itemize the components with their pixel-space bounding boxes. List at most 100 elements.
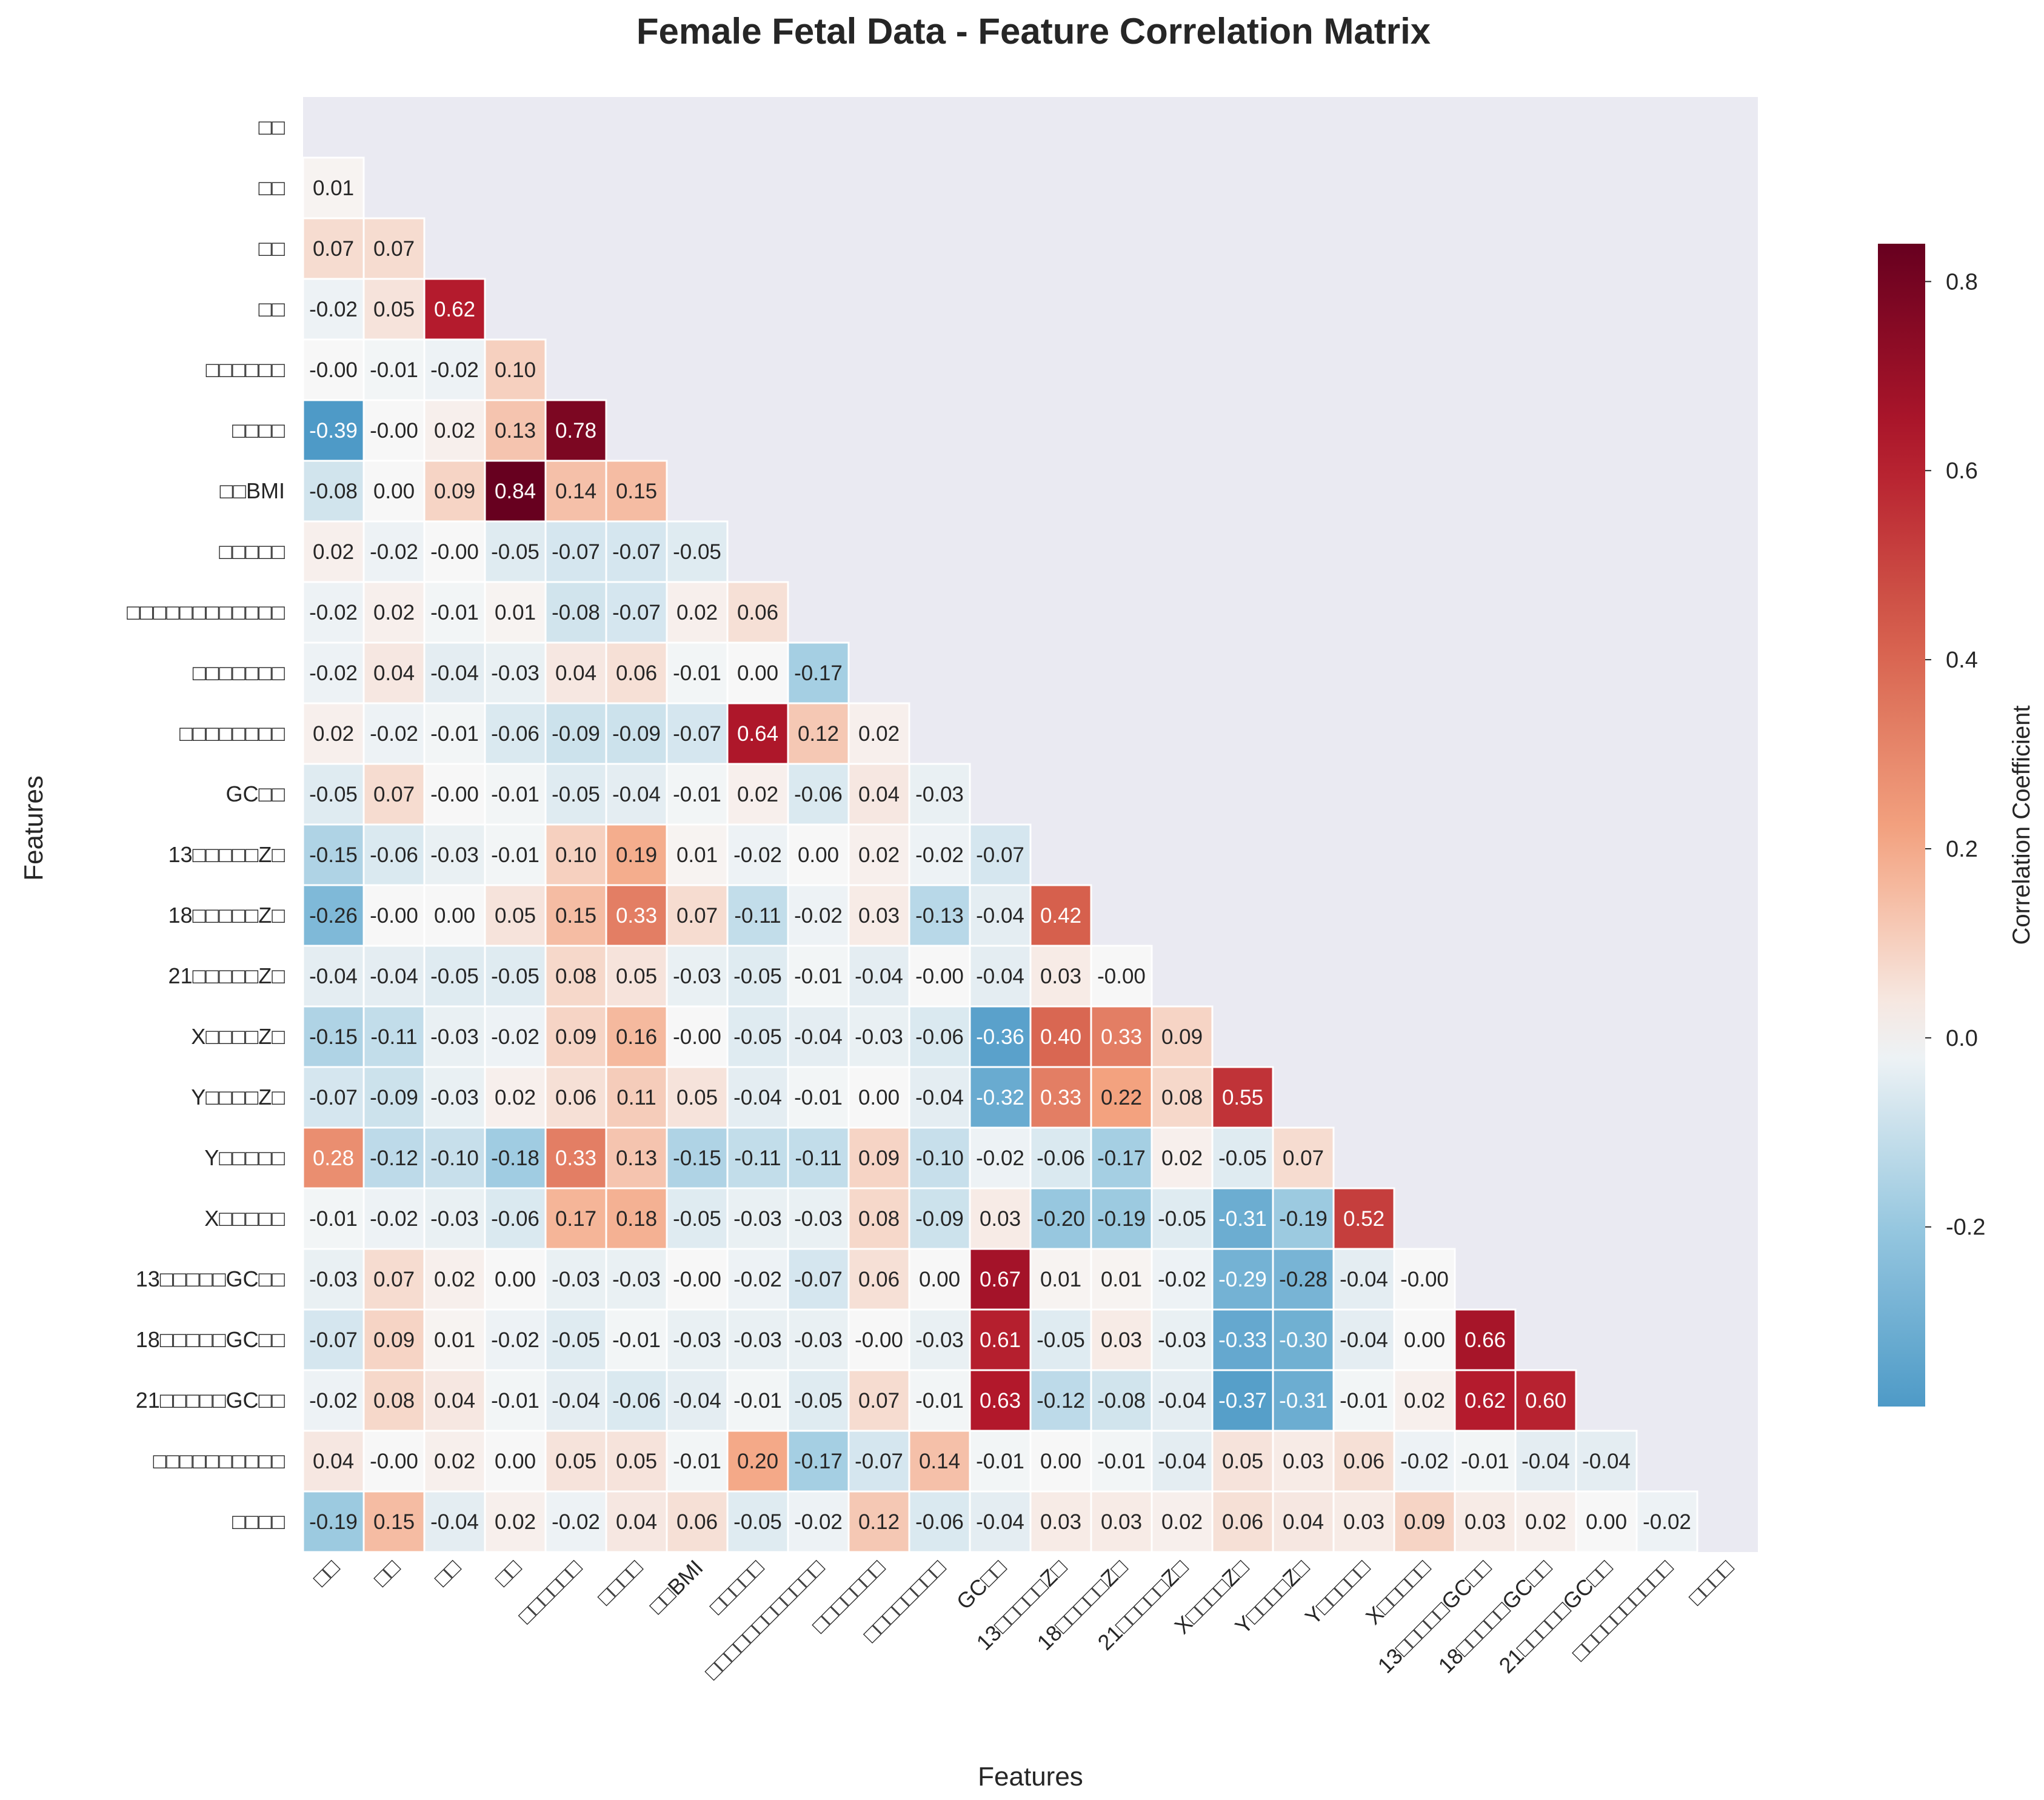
cell-value-label: -0.03	[915, 783, 964, 806]
cell-value-label: -0.36	[976, 1025, 1024, 1049]
heatmap-cell	[302, 1308, 365, 1371]
y-tick-label: □□	[259, 175, 286, 200]
cell-value-label: -0.33	[1218, 1328, 1267, 1352]
cell-value-label: 0.08	[1161, 1086, 1203, 1109]
cell-value-label: 0.01	[434, 1328, 475, 1352]
cell-value-label: -0.08	[1097, 1389, 1146, 1413]
cell-value-label: -0.00	[673, 1025, 721, 1049]
heatmap-cell	[484, 763, 547, 826]
cell-value-label: 0.62	[434, 298, 475, 321]
cell-value-label: 0.02	[434, 1268, 475, 1291]
heatmap-cell	[847, 945, 910, 1008]
cell-value-label: -0.00	[855, 1328, 903, 1352]
cell-value-label: -0.00	[1097, 965, 1146, 988]
cell-value-label: 0.03	[1101, 1510, 1142, 1534]
cell-value-label: -0.05	[1218, 1146, 1267, 1170]
cell-value-label: 0.28	[313, 1146, 354, 1170]
cell-value-label: 0.00	[798, 843, 839, 867]
cell-value-label: 0.06	[616, 661, 657, 685]
cell-value-label: 0.07	[858, 1389, 900, 1413]
heatmap-cell	[362, 460, 426, 523]
cell-value-label: 0.02	[313, 540, 354, 564]
cell-value-label: -0.03	[612, 1268, 661, 1291]
cell-value-label: -0.02	[309, 298, 358, 321]
heatmap-cell	[787, 641, 850, 704]
cell-value-label: -0.09	[370, 1086, 418, 1109]
cell-value-label: -0.05	[1037, 1328, 1085, 1352]
heatmap-cell	[484, 1248, 547, 1311]
heatmap-cell	[484, 581, 547, 644]
cell-value-label: 0.05	[676, 1086, 718, 1109]
heatmap-cell	[605, 520, 668, 583]
cell-value-label: 0.10	[555, 843, 596, 867]
cell-value-label: -0.02	[915, 843, 964, 867]
cell-value-label: -0.29	[1218, 1268, 1267, 1291]
heatmap-cell	[302, 823, 365, 886]
heatmap-cell	[362, 763, 426, 826]
heatmap-cell	[1029, 1490, 1092, 1553]
heatmap-cell	[969, 1126, 1032, 1189]
cell-value-label: 0.03	[1040, 965, 1081, 988]
cell-value-label: -0.37	[1218, 1389, 1267, 1413]
cell-value-label: 0.33	[1101, 1025, 1142, 1049]
heatmap-cell	[1393, 1430, 1456, 1493]
cell-value-label: -0.01	[430, 722, 479, 746]
y-tick-label: 21□□□□□GC□□	[136, 1388, 286, 1413]
cell-value-label: -0.01	[309, 1207, 358, 1231]
cell-value-label: -0.01	[673, 1450, 721, 1473]
heatmap-cell	[1514, 1430, 1577, 1493]
chart-title: Female Fetal Data - Feature Correlation …	[636, 11, 1431, 52]
heatmap-cell	[423, 1490, 486, 1553]
cell-value-label: 0.06	[1222, 1510, 1263, 1534]
cell-value-label: 0.02	[1525, 1510, 1566, 1534]
cell-value-label: -0.05	[733, 1025, 782, 1049]
cell-value-label: 0.01	[1101, 1268, 1142, 1291]
heatmap-cell	[484, 399, 547, 462]
heatmap-cell	[1029, 1126, 1092, 1189]
cell-value-label: -0.04	[1158, 1389, 1206, 1413]
cell-value-label: -0.04	[733, 1086, 782, 1109]
cell-value-label: 0.06	[555, 1086, 596, 1109]
heatmap-cell	[908, 945, 971, 1008]
heatmap-cell	[302, 1126, 365, 1189]
y-tick-label: □□	[259, 296, 286, 321]
cell-value-label: 0.84	[495, 480, 536, 503]
heatmap-cell	[423, 338, 486, 401]
cell-value-label: 0.03	[1040, 1510, 1081, 1534]
cell-value-label: 0.03	[1101, 1328, 1142, 1352]
cell-value-label: -0.02	[309, 601, 358, 624]
cell-value-label: 0.60	[1525, 1389, 1566, 1413]
heatmap-cell	[908, 823, 971, 886]
x-tick-label: □□□□□□	[513, 1554, 586, 1628]
cell-value-label: -0.02	[1643, 1510, 1691, 1534]
cell-value-label: -0.05	[552, 1328, 600, 1352]
heatmap-cell	[666, 763, 729, 826]
heatmap-cell	[908, 1490, 971, 1553]
cell-value-label: -0.03	[673, 965, 721, 988]
heatmap-cell	[544, 1490, 607, 1553]
cell-value-label: 0.06	[858, 1268, 900, 1291]
cell-value-label: -0.04	[1582, 1450, 1631, 1473]
cell-value-label: 0.00	[858, 1086, 900, 1109]
cell-value-label: 0.05	[495, 904, 536, 928]
cell-value-label: -0.02	[1400, 1450, 1449, 1473]
heatmap-cell	[847, 1187, 910, 1250]
cell-value-label: 0.02	[495, 1510, 536, 1534]
heatmap-cell	[605, 1430, 668, 1493]
heatmap-cell	[423, 278, 486, 341]
heatmap-cell	[484, 823, 547, 886]
cell-value-label: -0.05	[733, 1510, 782, 1534]
cell-value-label: 0.02	[1161, 1510, 1203, 1534]
cell-value-label: -0.03	[552, 1268, 600, 1291]
heatmap-cell	[423, 823, 486, 886]
cell-value-label: -0.01	[491, 783, 539, 806]
colorbar-tick-label: -0.2	[1946, 1215, 1985, 1240]
cell-value-label: -0.07	[612, 540, 661, 564]
cell-value-label: 0.16	[616, 1025, 657, 1049]
cell-value-label: -0.19	[309, 1510, 358, 1534]
cell-value-label: -0.01	[491, 1389, 539, 1413]
heatmap-cell	[423, 460, 486, 523]
heatmap-cell	[666, 641, 729, 704]
heatmap-cell	[969, 1248, 1032, 1311]
cell-value-label: -0.09	[915, 1207, 964, 1231]
